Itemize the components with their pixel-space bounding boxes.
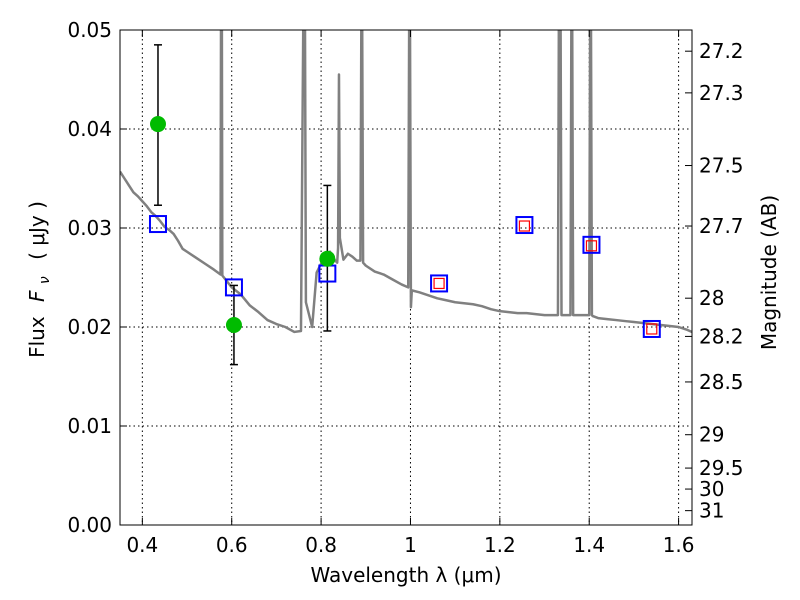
y2-tick-label: 28 xyxy=(699,286,724,310)
y-axis-title: Flux F ν ( μJy ) xyxy=(25,201,54,358)
x-tick-label: 1.6 xyxy=(663,533,695,557)
y2-tick-label: 29 xyxy=(699,423,724,447)
y-tick-label: 0.03 xyxy=(67,216,112,240)
model-photometry-square xyxy=(582,235,601,254)
y-tick-label: 0.02 xyxy=(67,315,112,339)
ir-photometry-square xyxy=(585,240,598,252)
y2-tick-label: 28.5 xyxy=(699,370,744,394)
x-tick-label: 1.2 xyxy=(484,533,516,557)
x-tick-label: 0.8 xyxy=(305,533,337,557)
y2-tick-label: 27.7 xyxy=(699,214,744,238)
model-spectrum-line xyxy=(120,30,692,334)
y-axis-title-unit: ( μJy ) xyxy=(25,201,49,260)
y2-tick-label: 30 xyxy=(699,477,724,501)
observed-point xyxy=(225,317,242,334)
model-photometry-square xyxy=(642,319,661,338)
x-tick-label: 0.4 xyxy=(126,533,158,557)
axis-ticks xyxy=(120,29,692,526)
y2-tick-label: 27.5 xyxy=(699,154,744,178)
y2-tick-label: 29.5 xyxy=(699,456,744,480)
y-axis-title-symbol: F xyxy=(25,290,49,302)
ir-photometry-square xyxy=(646,323,658,335)
y2-tick-label: 31 xyxy=(699,499,724,523)
y-tick-label: 0.00 xyxy=(67,513,112,537)
ir-photometry-square xyxy=(433,277,445,290)
plot-frame xyxy=(119,29,693,526)
y-tick-label: 0.04 xyxy=(67,117,112,141)
x-tick-label: 1 xyxy=(404,533,417,557)
y-tick-label: 0.05 xyxy=(67,18,112,42)
y-axis-title-subscript: ν xyxy=(37,276,53,284)
x-tick-label: 1.4 xyxy=(573,533,605,557)
observed-point xyxy=(149,116,166,133)
model-spectrum-layer xyxy=(120,30,692,334)
model-photometry-square xyxy=(148,215,167,234)
model-photometry-square xyxy=(224,278,243,297)
y2-tick-label: 28.2 xyxy=(699,324,744,348)
y-axis-title-prefix: Flux xyxy=(25,316,49,358)
y-tick-label: 0.01 xyxy=(67,414,112,438)
model-photometry-square xyxy=(515,216,534,235)
x-tick-label: 0.6 xyxy=(216,533,248,557)
model-photometry-square xyxy=(430,274,449,293)
photometry-points xyxy=(148,116,661,338)
y2-tick-label: 27.2 xyxy=(699,39,744,63)
y2-axis-title: Magnitude (AB) xyxy=(757,195,781,350)
ir-photometry-square xyxy=(518,220,531,232)
observed-point xyxy=(319,250,336,267)
tick-labels: 0.4 0.6 0.8 1 1.2 1.4 1.6 0.00 0.01 0.02 0.03 0.04 0… xyxy=(67,18,743,557)
grid-lines xyxy=(120,29,692,526)
y2-tick-label: 27.3 xyxy=(699,81,744,105)
x-axis-title: Wavelength λ (μm) xyxy=(310,563,501,587)
